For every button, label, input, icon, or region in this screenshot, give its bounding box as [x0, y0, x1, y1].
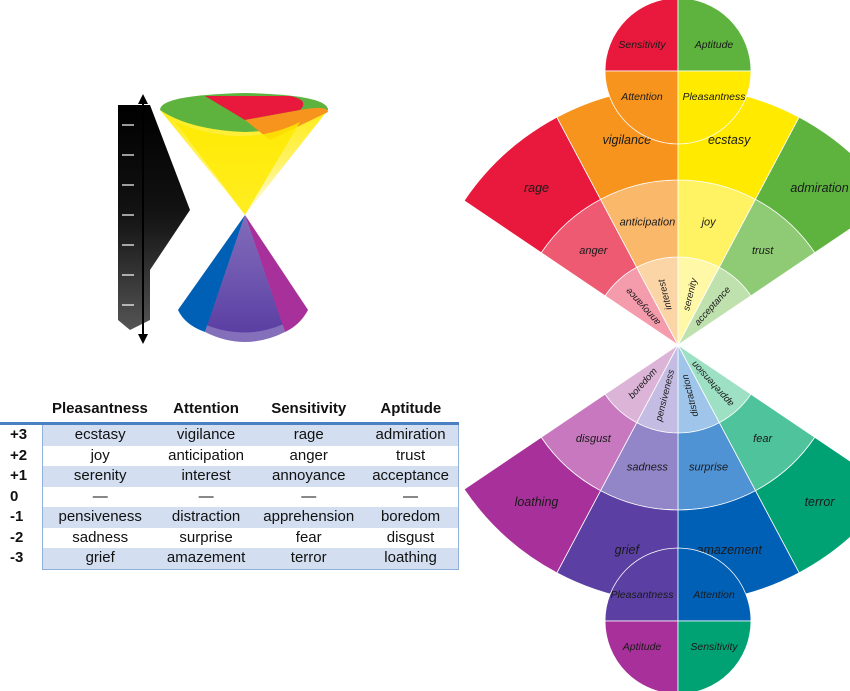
segment-label-sadness: sadness [627, 462, 668, 474]
table-cell: pensiveness [42, 507, 158, 528]
quadrant-attention [604, 70, 679, 145]
quadrant-label-sensitivity: Sensitivity [618, 39, 666, 51]
segment-label-admiration: admiration [790, 181, 848, 195]
table-cell: anticipation [157, 445, 255, 466]
segment-label-ecstasy: ecstasy [708, 133, 751, 147]
table-cell: — [157, 486, 255, 507]
table-header-cell: Pleasantness [52, 399, 148, 417]
lower-emotion-fan: apprehensiondistractionpensivenessboredo… [463, 344, 850, 604]
table-cell: rage [254, 423, 364, 446]
table-cell: grief [42, 548, 158, 570]
table-header-cell: Sensitivity [271, 399, 347, 417]
level-cell: -3 [0, 548, 43, 569]
top-dimension-circle: Sensitivity Aptitude Attention Pleasantness [604, 0, 752, 145]
table-cell: admiration [363, 423, 459, 446]
quadrant-pleasantness [677, 70, 752, 145]
segment-label-surprise: surprise [689, 462, 728, 474]
emotion-cone-figure [118, 93, 328, 344]
bottom-dimension-circle: Pleasantness Attention Aptitude Sensitivity [604, 547, 752, 691]
level-cell: -2 [0, 527, 43, 548]
table-cell: disgust [363, 527, 459, 548]
table-cell: vigilance [157, 423, 255, 446]
cone-axis-arrow-bottom [138, 334, 148, 344]
table-cell: — [363, 486, 459, 507]
segment-label-fear: fear [753, 433, 773, 445]
segment-label-amazement: amazement [697, 543, 763, 557]
table-row: +2 joy anticipation anger trust [0, 445, 459, 466]
quadrant-label-aptitude: Aptitude [622, 641, 662, 653]
level-cell: +3 [0, 423, 43, 446]
table-cell: interest [157, 466, 255, 487]
segment-label-joy: joy [700, 216, 718, 228]
table-cell: surprise [157, 527, 255, 548]
table-cell: — [254, 486, 364, 507]
table-cell: boredom [363, 507, 459, 528]
cone-scale-ticks [122, 124, 134, 306]
segment-admiration [754, 116, 850, 254]
quadrant-label-attention: Attention [620, 91, 663, 103]
segment-label-disgust: disgust [576, 433, 612, 445]
table-header-row: Pleasantness Attention Sensitivity Aptit… [0, 398, 459, 424]
quadrant-sensitivity [604, 0, 679, 72]
cone-axis-arrow-top [138, 94, 148, 104]
cone-upper-rim-red [205, 96, 304, 120]
segment-label-grief: grief [615, 543, 641, 557]
table-row: -2 sadness surprise fear disgust [0, 527, 459, 548]
table-cell: acceptance [363, 466, 459, 487]
quadrant-attention [677, 547, 752, 622]
level-cell: +2 [0, 445, 43, 466]
level-cell: +1 [0, 466, 43, 487]
table-cell: trust [363, 445, 459, 466]
segment-label-trust: trust [752, 245, 774, 257]
cone-lower-rim-magenta [245, 215, 308, 332]
table-cell: terror [254, 548, 364, 570]
segment-label-anticipation: anticipation [620, 216, 676, 228]
quadrant-sensitivity [677, 620, 752, 691]
quadrant-pleasantness [604, 547, 679, 622]
cone-upper-rim-orange [245, 107, 328, 140]
quadrant-label-pleasantness: Pleasantness [682, 91, 746, 103]
table-header-cell: Aptitude [380, 399, 442, 417]
quadrant-aptitude [677, 0, 752, 72]
segment-label-loathing: loathing [515, 495, 559, 509]
quadrant-label-pleasantness: Pleasantness [610, 589, 674, 601]
quadrant-label-sensitivity: Sensitivity [690, 641, 738, 653]
cone-upper-rim-yellow [175, 122, 300, 215]
table-cell: apprehension [254, 507, 364, 528]
table-header-cell [0, 398, 42, 424]
table-cell: — [42, 486, 158, 507]
table-row: -3 grief amazement terror loathing [0, 548, 459, 570]
table-cell: annoyance [254, 466, 364, 487]
quadrant-label-attention: Attention [692, 589, 735, 601]
table-row: +1 serenity interest annoyance acceptanc… [0, 466, 459, 487]
table-cell: joy [42, 445, 158, 466]
table-row: +3 ecstasy vigilance rage admiration [0, 423, 459, 446]
table-cell: sadness [42, 527, 158, 548]
segment-loathing [463, 436, 602, 574]
table-cell: anger [254, 445, 364, 466]
segment-label-terror: terror [805, 495, 836, 509]
table-cell: loathing [363, 548, 459, 570]
table-cell: serenity [42, 466, 158, 487]
table-cell: amazement [157, 548, 255, 570]
level-cell: 0 [0, 486, 43, 507]
segment-label-vigilance: vigilance [603, 133, 652, 147]
table-cell: distraction [157, 507, 255, 528]
segment-label-rage: rage [524, 181, 549, 195]
cone-scale-silhouette [118, 105, 190, 330]
table-cell: fear [254, 527, 364, 548]
emotion-table: Pleasantness Attention Sensitivity Aptit… [0, 398, 459, 570]
segment-label-anger: anger [579, 245, 608, 257]
cone-lower-rim-purple [205, 215, 285, 342]
quadrant-label-aptitude: Aptitude [694, 39, 734, 51]
table-cell: ecstasy [42, 423, 158, 446]
table-header-cell: Attention [173, 399, 239, 417]
table-row: -1 pensiveness distraction apprehension … [0, 507, 459, 528]
quadrant-aptitude [604, 620, 679, 691]
level-cell: -1 [0, 507, 43, 528]
cone-lower-rim-blue [178, 215, 245, 332]
table-row: 0 — — — — [0, 486, 459, 507]
